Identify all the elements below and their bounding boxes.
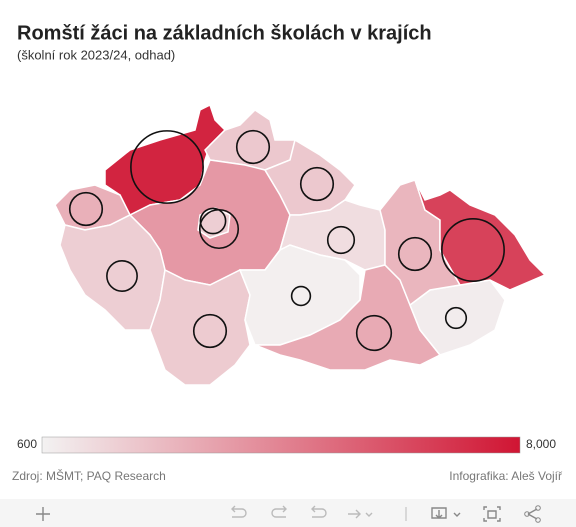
redo-button[interactable] — [271, 505, 287, 518]
legend-bar — [41, 436, 521, 454]
share-dot — [535, 517, 541, 523]
bubble — [290, 285, 312, 307]
region — [414, 179, 547, 291]
fullscreen-button[interactable] — [483, 506, 501, 522]
bubble — [235, 129, 271, 165]
bubble — [326, 225, 356, 255]
toolbar — [0, 499, 576, 527]
share-dot — [524, 511, 530, 517]
region — [149, 268, 251, 386]
subtitle: (školní rok 2023/24, odhad) — [17, 47, 175, 62]
move-button[interactable] — [36, 507, 50, 521]
legend-min: 600 — [17, 437, 37, 451]
download-button[interactable] — [431, 507, 461, 519]
credit: Infografika: Aleš Vojíř — [449, 469, 563, 483]
region — [263, 138, 356, 216]
bubble — [130, 130, 204, 204]
legend-max: 8,000 — [526, 437, 556, 451]
bubble — [397, 236, 433, 272]
title: Romští žáci na základních školách v kraj… — [17, 22, 432, 44]
bubble — [199, 207, 227, 235]
reset-button[interactable] — [311, 505, 327, 518]
undo-button[interactable] — [231, 505, 247, 518]
bubbles — [68, 129, 505, 352]
bubble — [299, 166, 335, 202]
share-dot — [535, 505, 541, 511]
regions — [54, 103, 547, 386]
bubble — [355, 314, 393, 352]
bubble — [106, 260, 138, 292]
bubble — [68, 191, 104, 227]
source: Zdroj: MŠMT; PAQ Research — [12, 468, 166, 483]
forward-button[interactable] — [348, 509, 373, 519]
bubble — [444, 306, 468, 330]
bubble — [192, 313, 228, 349]
bubble — [441, 218, 505, 282]
